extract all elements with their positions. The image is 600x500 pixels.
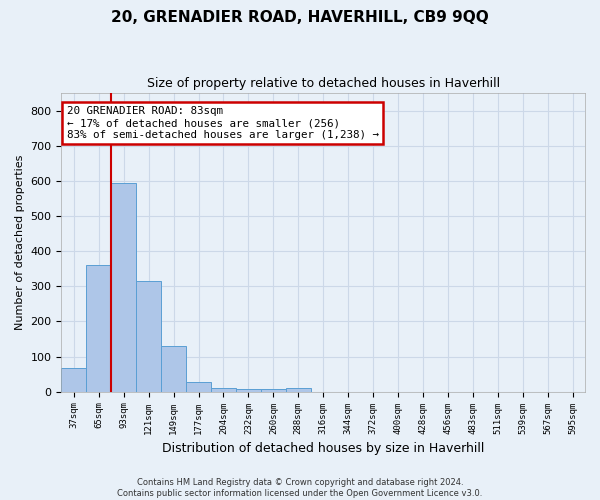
Y-axis label: Number of detached properties: Number of detached properties — [15, 154, 25, 330]
Text: 20 GRENADIER ROAD: 83sqm
← 17% of detached houses are smaller (256)
83% of semi-: 20 GRENADIER ROAD: 83sqm ← 17% of detach… — [67, 106, 379, 140]
Text: Contains HM Land Registry data © Crown copyright and database right 2024.
Contai: Contains HM Land Registry data © Crown c… — [118, 478, 482, 498]
Bar — [86, 265, 111, 392]
Bar — [211, 388, 236, 392]
Bar — [236, 389, 261, 392]
Bar — [161, 346, 186, 392]
Text: 20, GRENADIER ROAD, HAVERHILL, CB9 9QQ: 20, GRENADIER ROAD, HAVERHILL, CB9 9QQ — [111, 10, 489, 25]
Bar — [111, 183, 136, 392]
Bar — [136, 281, 161, 392]
Title: Size of property relative to detached houses in Haverhill: Size of property relative to detached ho… — [146, 78, 500, 90]
Bar — [186, 382, 211, 392]
Bar — [286, 388, 311, 392]
Bar — [261, 389, 286, 392]
X-axis label: Distribution of detached houses by size in Haverhill: Distribution of detached houses by size … — [162, 442, 484, 455]
Bar — [61, 368, 86, 392]
